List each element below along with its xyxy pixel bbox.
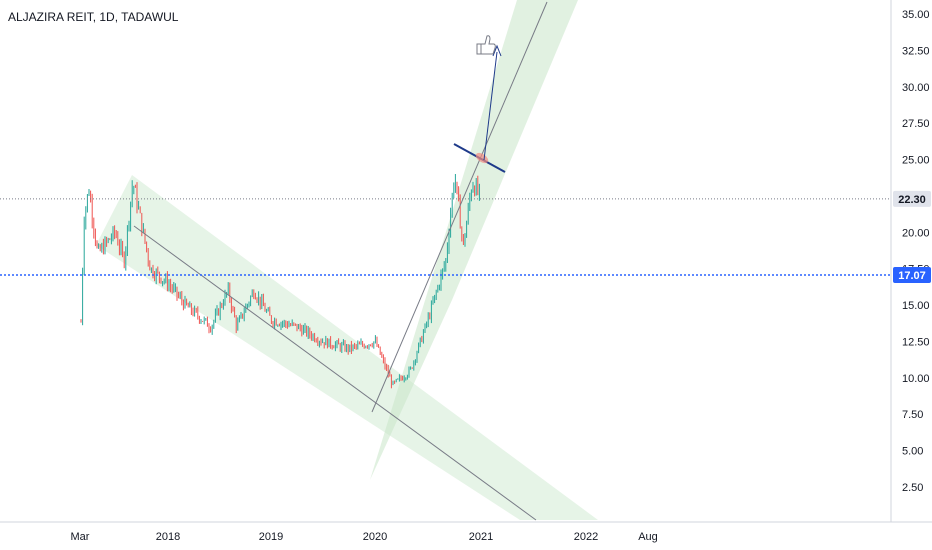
last-price-badge: 22.30: [893, 190, 931, 207]
price-tick-label: 25.00: [902, 155, 930, 167]
time-tick-label: 2019: [259, 531, 283, 543]
price-tick-label: 32.50: [902, 45, 930, 57]
price-tick-label: 30.00: [902, 82, 930, 94]
level-badge: 17.07: [893, 266, 931, 283]
price-tick-label: 12.50: [902, 336, 930, 348]
time-tick-label: 2021: [469, 531, 493, 543]
price-tick-label: 20.00: [902, 227, 930, 239]
time-tick-label: 2022: [574, 531, 598, 543]
price-tick-label: 35.00: [902, 9, 930, 21]
level-price-label: 17.07: [898, 270, 926, 282]
price-axis[interactable]: 35.0032.5030.0027.5025.0022.5020.0017.50…: [890, 0, 930, 522]
price-tick-label: 2.50: [902, 482, 923, 494]
last-price-label: 22.30: [898, 194, 926, 206]
time-tick-label: Aug: [638, 531, 658, 543]
projection-arrow: [483, 51, 498, 161]
descending-trendline: [133, 225, 537, 521]
symbol-title: ALJAZIRA REIT, 1D, TADAWUL: [8, 10, 179, 24]
breakout-marker: [475, 152, 489, 164]
channel-layer: [96, 0, 598, 520]
time-tick-label: 2020: [363, 531, 387, 543]
price-tick-label: 10.00: [902, 373, 930, 385]
thumbs-up-cuff: [476, 43, 482, 55]
thumbs-up-hand: [480, 35, 496, 55]
time-axis[interactable]: Mar 2018 2019 2020 2021 2022 Aug: [0, 521, 932, 543]
thumbs-up-icon: [476, 35, 496, 55]
ascending-trendline: [371, 1, 548, 413]
time-tick-label: 2018: [156, 531, 180, 543]
price-tick-label: 7.50: [902, 409, 923, 421]
candle-series: [80, 174, 480, 389]
price-tick-label: 5.00: [902, 446, 923, 458]
time-tick-label: Mar: [71, 531, 90, 543]
ascending-channel: [370, 0, 578, 480]
arrow-head: [492, 44, 502, 57]
price-tick-label: 27.50: [902, 118, 930, 130]
price-tick-label: 15.00: [902, 300, 930, 312]
